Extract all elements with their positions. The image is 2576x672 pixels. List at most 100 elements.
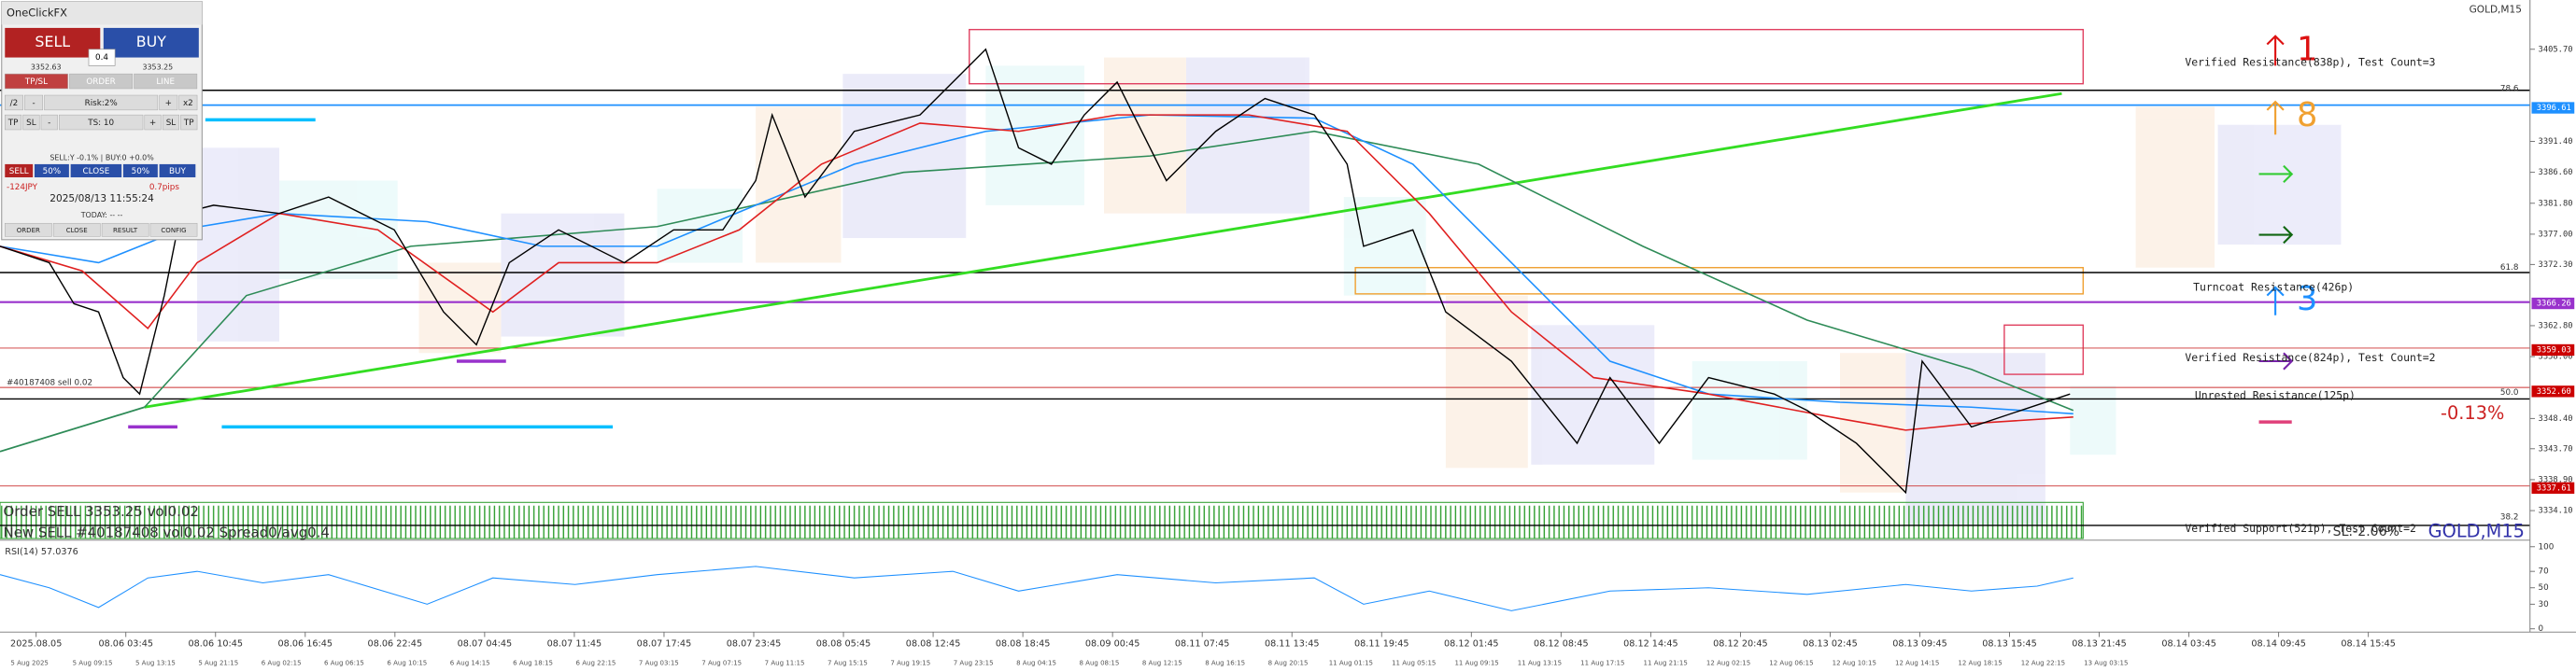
sl-text: SL:-2.06% (2333, 525, 2399, 539)
sell-label[interactable]: SELL (35, 33, 70, 50)
buy-button[interactable] (103, 27, 199, 58)
price-tag (2531, 297, 2575, 310)
panel-button-label[interactable]: 50% (132, 167, 150, 176)
panel-button[interactable] (5, 222, 52, 237)
panel-button-label[interactable]: TP (7, 119, 19, 128)
panel-button[interactable] (180, 114, 198, 131)
panel-button[interactable] (44, 94, 159, 111)
time-label: 08.14 09:45 (2251, 639, 2306, 650)
panel-button-label[interactable]: TS: 10 (87, 119, 114, 128)
time-sublabel: 5 Aug 21:15 (198, 659, 238, 667)
time-sublabel: 11 Aug 09:15 (1454, 659, 1498, 667)
time-sublabel: 8 Aug 08:15 (1079, 659, 1119, 667)
arrow (2258, 164, 2294, 184)
price-tag (2531, 482, 2575, 495)
time-sublabel: 5 Aug 13:15 (135, 659, 176, 667)
panel-button-label[interactable]: SL (26, 119, 36, 128)
panel-button-label[interactable]: + (165, 99, 172, 108)
panel-button-label[interactable]: CLOSE (66, 226, 88, 234)
time-sublabel: 6 Aug 22:15 (576, 659, 616, 667)
panel-button-label[interactable]: - (32, 99, 35, 108)
time-sublabel: 6 Aug 14:15 (450, 659, 490, 667)
panel-button[interactable] (24, 94, 43, 111)
panel-button[interactable] (5, 114, 22, 131)
time-label: 08.13 02:45 (1803, 639, 1858, 650)
panel-button[interactable] (5, 94, 23, 111)
panel-button[interactable] (134, 73, 198, 90)
time-sublabel: 6 Aug 02:15 (262, 659, 302, 667)
time-label: 08.08 12:45 (906, 639, 961, 650)
panel-button[interactable] (101, 222, 149, 237)
buy-label[interactable]: BUY (136, 33, 166, 50)
time-sublabel: 7 Aug 07:15 (701, 659, 742, 667)
time-label: 08.13 09:45 (1892, 639, 1947, 650)
pnl: -124JPY (7, 183, 38, 192)
time-sublabel: 7 Aug 15:15 (828, 659, 868, 667)
price-tag (2531, 102, 2575, 114)
panel-button-label[interactable]: CLOSE (83, 167, 110, 176)
time-sublabel: 11 Aug 13:15 (1518, 659, 1562, 667)
panel-button[interactable] (69, 73, 134, 90)
status: SELL:Y -0.1% | BUY:0 +0.0% (50, 153, 154, 161)
panel-button-label[interactable]: x2 (183, 99, 193, 108)
panel-button-label[interactable]: BUY (169, 167, 186, 176)
panel-button[interactable] (178, 94, 198, 111)
panel-button[interactable] (70, 163, 122, 177)
panel-button-label[interactable]: 50% (43, 167, 62, 176)
time-sublabel: 13 Aug 03:15 (2084, 659, 2128, 667)
symbol-corner: GOLD,M15 (2470, 5, 2522, 16)
time-label: 08.07 23:45 (727, 639, 782, 650)
ticket-text: #40187408 sell 0.02 (7, 378, 92, 387)
panel-button[interactable] (159, 163, 196, 177)
panel-button-label[interactable]: SL (166, 119, 177, 128)
panel-button[interactable] (5, 163, 34, 177)
zones (197, 57, 2342, 525)
time-label: 08.13 15:45 (1982, 639, 2037, 650)
panel-button-label[interactable]: ORDER (86, 77, 115, 87)
panel-button-label[interactable]: SELL (9, 167, 29, 176)
fib-label: 78.6 (2500, 84, 2519, 93)
panel-button[interactable] (52, 222, 101, 237)
panel-button[interactable] (59, 114, 144, 131)
panel-button-label[interactable]: Risk:2% (85, 99, 118, 108)
panel-button[interactable] (159, 94, 178, 111)
panel-button[interactable] (144, 114, 162, 131)
buy-price: 3353.25 (143, 63, 174, 72)
time-label: 08.14 03:45 (2161, 639, 2216, 650)
sell-button[interactable] (5, 27, 101, 58)
time-sublabel: 12 Aug 02:15 (1706, 659, 1750, 667)
panel-button-label[interactable]: LINE (156, 77, 175, 87)
price-label: 3386.60 (2539, 168, 2573, 177)
panel-button-label[interactable]: CONFIG (161, 226, 186, 234)
time-sublabel: 12 Aug 18:15 (1958, 659, 2002, 667)
panel-button-label[interactable]: TP/SL (24, 77, 48, 87)
price-label: 3381.80 (2539, 199, 2573, 208)
panel-button-label[interactable]: ORDER (17, 226, 40, 234)
panel-title: OneClickFX (7, 7, 67, 20)
panel-button[interactable] (149, 222, 198, 237)
rsi-line (0, 566, 2074, 611)
time-sublabel: 6 Aug 06:15 (324, 659, 364, 667)
panel-button-label[interactable]: + (149, 119, 156, 128)
panel-button[interactable] (5, 73, 68, 90)
rsi-label: 0 (2539, 624, 2544, 634)
panel-button[interactable] (22, 114, 40, 131)
panel-button-label[interactable]: /2 (10, 99, 19, 108)
price-label: 3348.40 (2539, 414, 2573, 424)
panel-button-label[interactable]: RESULT (113, 226, 138, 234)
change: -0.13% (2441, 402, 2504, 424)
price-label: 3391.40 (2539, 137, 2573, 147)
time-sublabel: 11 Aug 17:15 (1580, 659, 1624, 667)
time-label: 08.13 21:45 (2072, 639, 2127, 650)
panel-button[interactable] (34, 163, 69, 177)
panel-button-label[interactable]: TP (183, 119, 194, 128)
panel-button[interactable] (40, 114, 58, 131)
panel-button-label[interactable]: - (48, 119, 50, 128)
time-label: 08.11 13:45 (1265, 639, 1320, 650)
time-sublabel: 12 Aug 14:15 (1895, 659, 1939, 667)
panel-button[interactable] (122, 163, 158, 177)
price-tag-label: 3396.61 (2537, 104, 2571, 113)
panel-button[interactable] (162, 114, 179, 131)
lot[interactable]: 0.4 (95, 53, 108, 63)
rsi-label: 100 (2539, 542, 2555, 552)
